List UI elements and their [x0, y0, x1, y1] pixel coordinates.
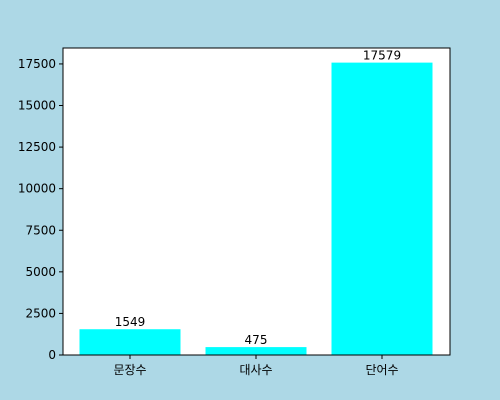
plot-frame	[62, 47, 451, 356]
y-tick-label-6: 12500	[18, 140, 56, 154]
x-tick-label-1: 문장수	[113, 363, 146, 377]
y-tick-label-1: 0	[48, 348, 56, 362]
data-label-3: 17579	[363, 49, 401, 63]
y-tick-label-3: 5000	[25, 265, 56, 279]
data-label-2: 475	[245, 333, 268, 347]
x-tick-label-3: 단어수	[365, 363, 398, 377]
data-label-1: 1549	[115, 315, 146, 329]
y-tick-label-8: 17500	[18, 57, 56, 71]
bar-1	[79, 329, 181, 355]
y-tick-label-7: 15000	[18, 99, 56, 113]
bar-2	[205, 347, 307, 355]
x-tick-label-2: 대사수	[239, 363, 272, 377]
bar-3	[331, 62, 433, 355]
bars-group: 1549 475 17579	[79, 49, 433, 355]
y-tick-label-5: 10000	[18, 182, 56, 196]
x-axis: 문장수 대사수 단어수	[113, 355, 399, 377]
y-tick-label-2: 2500	[25, 306, 56, 320]
y-tick-label-4: 7500	[25, 223, 56, 237]
y-axis: 0 2500 5000 7500 10000 12500 15000 17500	[18, 57, 63, 362]
